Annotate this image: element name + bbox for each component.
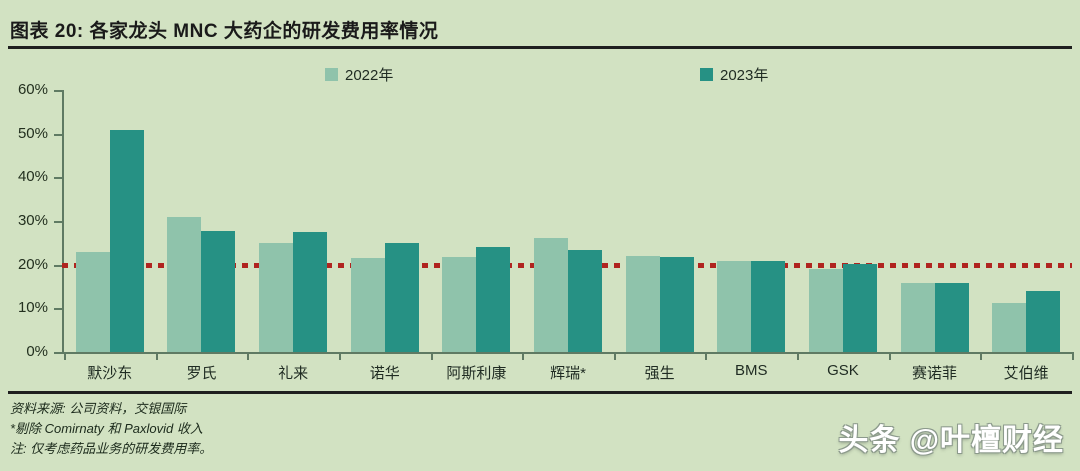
x-tick [980, 352, 983, 360]
category-label-礼来: 礼来 [278, 365, 309, 382]
y-axis [62, 90, 64, 353]
bar-赛诺菲-2022年 [900, 283, 935, 352]
category-label-阿斯利康: 阿斯利康 [446, 365, 507, 382]
y-tick [54, 352, 63, 354]
bar-默沙东-2022年 [75, 252, 110, 352]
x-tick [522, 352, 525, 360]
chart-plot-area: 0% 10% 20% 30% 40% 50% 60% [0, 81, 1080, 386]
title-divider [8, 46, 1072, 49]
x-tick [430, 352, 433, 360]
bar-BMS-2022年 [717, 261, 752, 352]
legend-item-2023: 2023年 [700, 64, 768, 85]
footnote-line-2: *剔除 Comirnaty 和 Paxlovid 收入 [10, 421, 203, 436]
category-label-GSK: GSK [827, 362, 859, 379]
bars-container [0, 86, 1080, 352]
bar-礼来-2023年 [293, 232, 328, 352]
y-axis-label: 60% [17, 81, 48, 98]
y-tick [54, 177, 63, 180]
watermark: 头条 @叶檀财经 [838, 424, 1064, 457]
bar-艾伯维-2023年 [1026, 290, 1061, 352]
x-tick [797, 352, 800, 360]
category-label-艾伯维: 艾伯维 [1003, 365, 1049, 382]
y-axis-label: 30% [17, 212, 48, 229]
legend-item-2022: 2022年 [325, 64, 393, 85]
bar-诺华-2023年 [384, 242, 419, 352]
x-tick [705, 352, 708, 360]
bar-罗氏-2023年 [201, 230, 236, 352]
legend-swatch-2023 [700, 68, 713, 81]
bar-默沙东-2023年 [109, 129, 144, 352]
bar-阿斯利康-2022年 [442, 257, 477, 352]
x-axis-category-labels: 默沙东 罗氏 礼来 诺华 阿斯利康 辉瑞* 强生 BMS GSK 赛诺菲 艾伯维 [0, 362, 1080, 388]
x-tick [888, 352, 891, 360]
x-tick [155, 352, 158, 360]
y-axis-label: 10% [17, 299, 48, 317]
x-tick [247, 352, 250, 360]
bar-辉瑞*-2023年 [568, 250, 602, 352]
category-label-诺华: 诺华 [369, 365, 400, 382]
footer-divider [8, 391, 1072, 394]
category-label-辉瑞*: 辉瑞* [550, 365, 586, 382]
y-tick [54, 264, 63, 267]
bar-GSK-2023年 [842, 264, 877, 352]
bar-GSK-2022年 [808, 269, 843, 352]
category-label-强生: 强生 [644, 365, 675, 382]
category-label-BMS: BMS [735, 362, 768, 379]
y-tick [54, 90, 63, 92]
x-tick [338, 352, 341, 360]
legend-swatch-2022 [325, 68, 338, 81]
chart-legend: 2022年 2023年 [0, 60, 1080, 86]
y-axis-label: 50% [17, 124, 48, 142]
bar-诺华-2022年 [350, 258, 385, 352]
x-tick [1072, 352, 1074, 360]
y-axis-label: 0% [26, 343, 48, 360]
x-tick [613, 352, 616, 360]
bar-艾伯维-2022年 [992, 303, 1027, 352]
legend-label-2023: 2023年 [720, 67, 769, 84]
y-tick [54, 308, 63, 311]
y-tick [54, 133, 63, 136]
bar-辉瑞*-2022年 [534, 238, 568, 352]
bar-BMS-2023年 [751, 261, 786, 352]
footnote-line-3: 注: 仅考虑药品业务的研发费用率。 [10, 441, 213, 456]
chart-header: 图表 20: 各家龙头 MNC 大药企的研发费用率情况 [0, 0, 1080, 50]
bar-罗氏-2022年 [167, 216, 202, 352]
category-label-默沙东: 默沙东 [87, 365, 133, 382]
page-title: 图表 20: 各家龙头 MNC 大药企的研发费用率情况 [10, 21, 439, 42]
x-axis [62, 352, 1072, 354]
bar-强生-2022年 [625, 255, 660, 352]
bar-强生-2023年 [659, 256, 694, 352]
bar-赛诺菲-2023年 [934, 283, 969, 352]
bar-阿斯利康-2023年 [476, 247, 511, 352]
bar-礼来-2022年 [259, 242, 294, 352]
x-tick [64, 352, 66, 360]
category-label-赛诺菲: 赛诺菲 [912, 365, 958, 382]
legend-label-2022: 2022年 [345, 67, 394, 84]
y-axis-label: 20% [17, 255, 48, 273]
category-label-罗氏: 罗氏 [186, 365, 217, 382]
chart-footnotes: 资料来源: 公司资料，交银国际 *剔除 Comirnaty 和 Paxlovid … [10, 399, 710, 459]
y-tick [54, 221, 63, 223]
y-axis-label: 40% [17, 168, 48, 186]
footnote-line-1: 资料来源: 公司资料，交银国际 [10, 401, 187, 416]
